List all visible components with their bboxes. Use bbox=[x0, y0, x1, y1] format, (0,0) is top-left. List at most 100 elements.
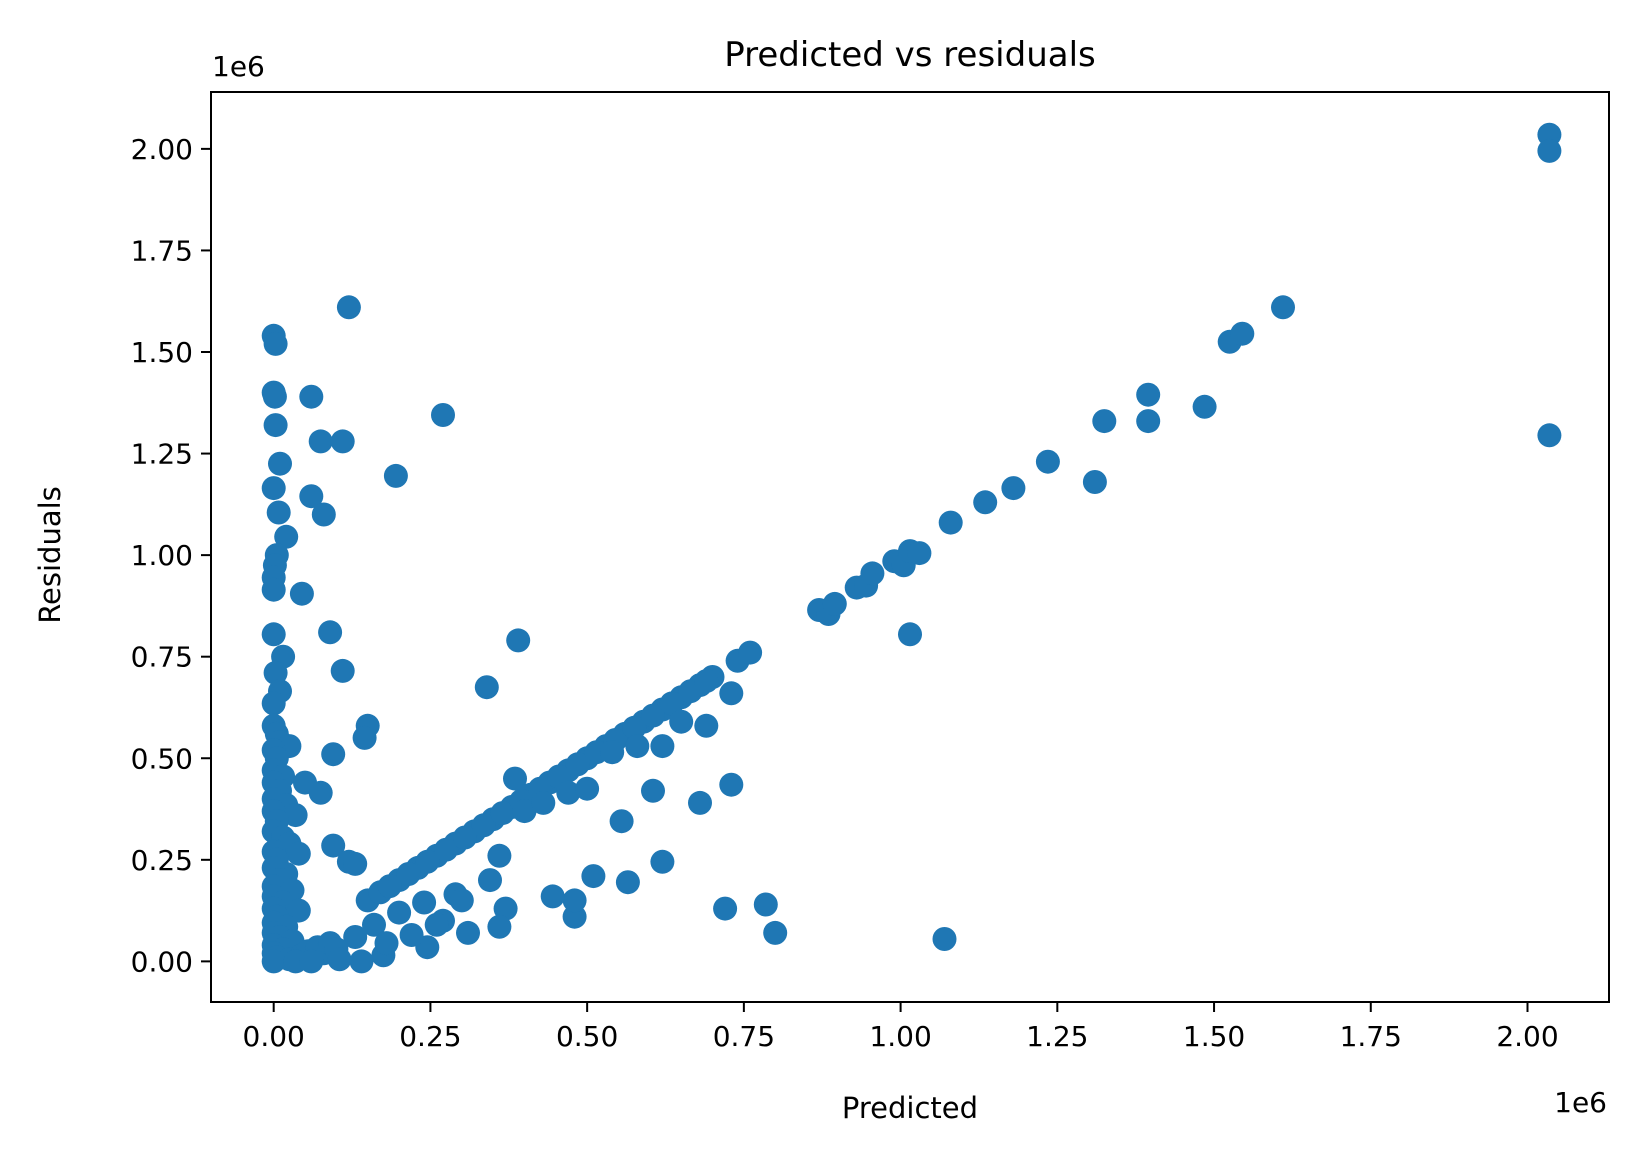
data-point bbox=[321, 742, 346, 767]
data-point bbox=[299, 384, 324, 409]
data-point bbox=[932, 927, 957, 951]
data-point bbox=[719, 681, 744, 706]
data-point bbox=[383, 463, 408, 488]
data-point bbox=[1001, 476, 1026, 501]
y-axis-label: Residuals bbox=[33, 486, 67, 624]
data-point bbox=[349, 949, 374, 974]
data-point bbox=[503, 766, 527, 791]
data-point bbox=[263, 331, 288, 356]
data-point bbox=[575, 776, 600, 801]
data-point bbox=[565, 752, 590, 777]
data-point bbox=[449, 888, 474, 913]
data-point bbox=[452, 825, 477, 850]
data-point bbox=[763, 920, 788, 945]
data-point bbox=[688, 790, 712, 815]
data-point bbox=[487, 843, 512, 868]
y-tick-label: 1.50 bbox=[131, 336, 193, 369]
data-point bbox=[1136, 382, 1161, 407]
data-point bbox=[286, 898, 311, 923]
data-point bbox=[299, 484, 324, 509]
data-point bbox=[659, 691, 684, 716]
plot-frame bbox=[210, 91, 1610, 1003]
data-point bbox=[327, 947, 352, 972]
data-point bbox=[274, 524, 299, 549]
data-point bbox=[669, 709, 694, 734]
data-point bbox=[907, 541, 932, 566]
x-axis-label: Predicted bbox=[842, 1091, 978, 1125]
data-point bbox=[262, 384, 287, 409]
data-point bbox=[478, 868, 502, 893]
data-point bbox=[713, 896, 738, 921]
data-point bbox=[330, 658, 355, 683]
x-tick-label: 2.00 bbox=[1496, 1020, 1558, 1053]
data-point bbox=[556, 780, 581, 805]
y-tick-label: 0.00 bbox=[131, 945, 193, 978]
data-point bbox=[1537, 423, 1562, 448]
x-tick-label: 1.00 bbox=[869, 1020, 931, 1053]
y-tick-label: 2.00 bbox=[131, 133, 193, 166]
data-point bbox=[399, 923, 424, 947]
data-point bbox=[860, 561, 885, 586]
data-point bbox=[266, 500, 291, 525]
data-point bbox=[387, 900, 412, 925]
data-point bbox=[263, 413, 288, 438]
data-point bbox=[650, 734, 675, 759]
x-offset-text: 1e6 bbox=[1554, 1086, 1607, 1119]
data-point bbox=[434, 837, 459, 862]
x-tick-label: 1.50 bbox=[1183, 1020, 1245, 1053]
data-point bbox=[343, 851, 368, 876]
data-point bbox=[456, 920, 480, 945]
data-point bbox=[1136, 409, 1161, 434]
x-tick-label: 0.75 bbox=[713, 1020, 775, 1053]
data-point bbox=[374, 931, 399, 956]
data-point bbox=[311, 502, 336, 527]
data-point bbox=[299, 949, 324, 974]
x-tick-label: 1.25 bbox=[1026, 1020, 1088, 1053]
data-point bbox=[493, 896, 518, 921]
data-point bbox=[261, 622, 286, 647]
data-point bbox=[512, 799, 537, 824]
data-point bbox=[336, 295, 361, 320]
data-point bbox=[694, 669, 719, 694]
data-point bbox=[261, 949, 286, 974]
data-point bbox=[600, 740, 625, 765]
data-point bbox=[973, 490, 998, 515]
data-point bbox=[641, 703, 665, 728]
data-point bbox=[898, 622, 922, 647]
data-point bbox=[738, 640, 763, 665]
data-point bbox=[261, 476, 286, 501]
data-point bbox=[330, 429, 355, 454]
x-tick-label: 0.00 bbox=[243, 1020, 305, 1053]
data-point bbox=[609, 809, 634, 834]
data-point bbox=[622, 715, 647, 740]
y-tick-label: 0.75 bbox=[131, 641, 193, 674]
data-point bbox=[308, 429, 333, 454]
y-tick-label: 1.00 bbox=[131, 539, 193, 572]
data-point bbox=[540, 884, 565, 909]
data-point bbox=[822, 591, 847, 616]
data-point bbox=[650, 849, 675, 874]
data-point bbox=[938, 510, 963, 535]
data-point bbox=[490, 801, 515, 826]
data-point bbox=[581, 864, 606, 889]
data-point bbox=[362, 912, 386, 937]
data-point bbox=[261, 577, 286, 602]
y-ticks: 0.00 0.25 0.50 0.75 1.00 1.25 1.50 1.75 2.00 bbox=[131, 133, 211, 978]
y-tick-label: 0.25 bbox=[131, 844, 193, 877]
x-tick-label: 0.25 bbox=[399, 1020, 461, 1053]
data-point bbox=[1192, 394, 1217, 419]
data-points bbox=[261, 122, 1562, 974]
data-point bbox=[719, 772, 744, 797]
data-point bbox=[753, 892, 778, 917]
data-point bbox=[396, 862, 421, 886]
data-point bbox=[694, 713, 719, 738]
y-tick-label: 1.25 bbox=[131, 438, 193, 471]
data-point bbox=[283, 803, 308, 828]
x-ticks: 0.00 0.25 0.50 0.75 1.00 1.25 1.50 1.75 2.00 bbox=[243, 1002, 1559, 1053]
data-point bbox=[1092, 409, 1117, 434]
chart-title: Predicted vs residuals bbox=[724, 35, 1096, 75]
data-point bbox=[424, 912, 449, 937]
data-point bbox=[415, 849, 440, 874]
